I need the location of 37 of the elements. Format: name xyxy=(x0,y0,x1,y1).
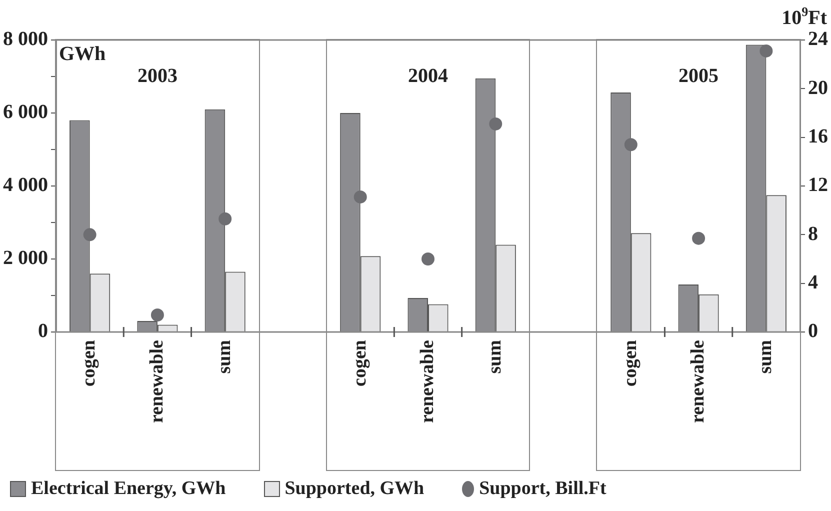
legend-label: Supported, GWh xyxy=(284,478,424,500)
point xyxy=(218,212,232,226)
y2-tick-label: 24 xyxy=(808,28,828,50)
point xyxy=(624,138,638,152)
y2-tick-label: 8 xyxy=(808,222,818,245)
point xyxy=(354,190,367,204)
y-tick-label: 6 000 xyxy=(3,101,48,124)
point xyxy=(150,308,164,322)
x-tick-label: sum xyxy=(484,340,506,374)
x-tick-label: cogen xyxy=(349,340,370,386)
y-tick-label: 0 xyxy=(38,320,48,342)
point xyxy=(692,232,706,245)
point xyxy=(489,117,502,130)
legend-label: Support, Bill.Ft xyxy=(479,478,606,500)
point xyxy=(83,228,96,242)
legend-label: Electrical Energy, GWh xyxy=(31,478,226,500)
y-axis-title: GWh xyxy=(59,43,106,65)
x-tick-label: sum xyxy=(755,340,776,374)
y2-tick-label: 12 xyxy=(808,174,828,196)
x-tick-label: renewable xyxy=(146,340,168,424)
x-tick-label: renewable xyxy=(416,340,438,424)
y-tick-label: 2 000 xyxy=(3,247,48,270)
annotation: 2005 xyxy=(678,65,719,87)
annotation: 2003 xyxy=(137,65,178,87)
x-tick-label: cogen xyxy=(620,340,641,386)
annotation: 2004 xyxy=(408,65,448,87)
y-tick-label: 4 000 xyxy=(3,174,48,196)
y2-tick-label: 16 xyxy=(808,126,828,148)
x-tick-label: sum xyxy=(214,340,235,374)
x-tick-label: renewable xyxy=(687,340,708,424)
y2-tick-label: 4 xyxy=(808,272,818,294)
x-tick-label: cogen xyxy=(78,340,100,386)
y2-tick-label: 20 xyxy=(808,76,828,99)
y2-tick-label: 0 xyxy=(808,320,818,342)
point xyxy=(422,252,434,266)
point xyxy=(760,44,773,58)
y-tick-label: 8 000 xyxy=(3,28,48,50)
